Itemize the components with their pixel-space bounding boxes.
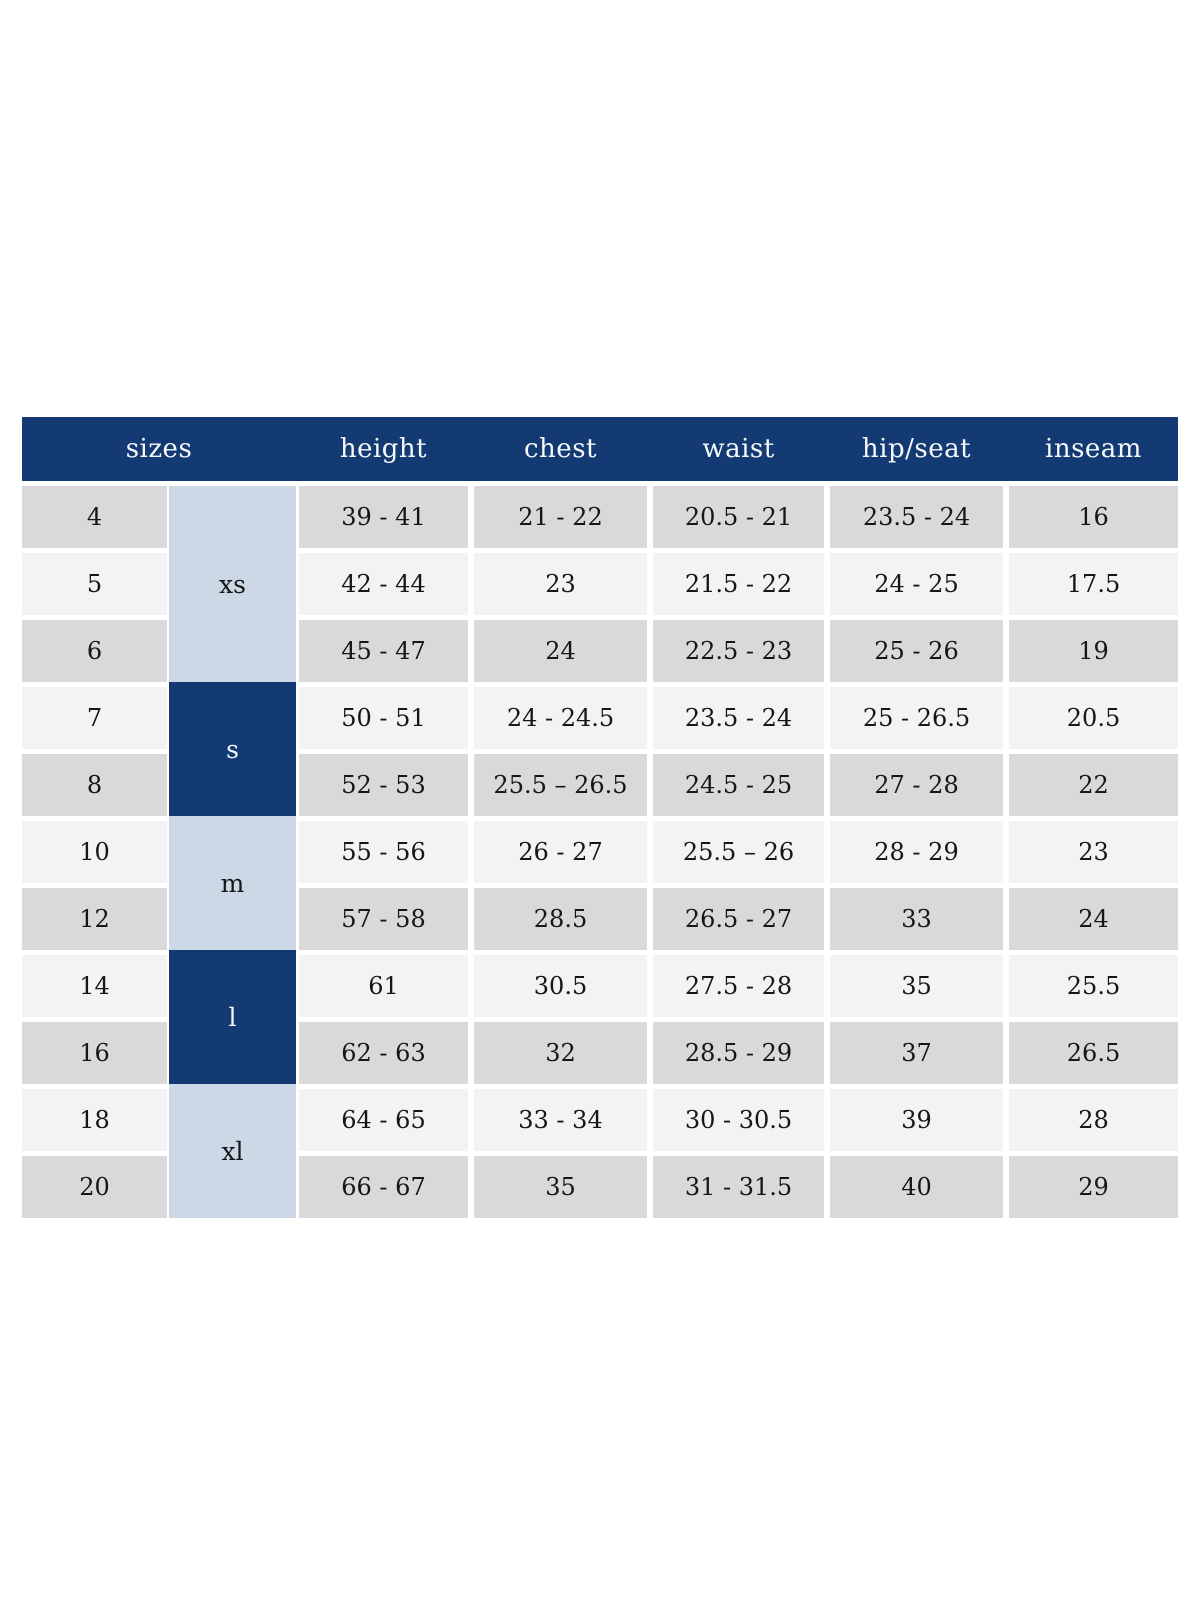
cell-hip-seat: 28 - 29: [830, 821, 1003, 883]
cell-waist: 26.5 - 27: [653, 888, 824, 950]
cell-chest: 35: [474, 1156, 647, 1218]
cell-waist: 23.5 - 24: [653, 687, 824, 749]
row-size-label: 20: [22, 1156, 167, 1218]
cell-hip-seat: 35: [830, 955, 1003, 1017]
row-size-label: 4: [22, 486, 167, 548]
cell-chest: 28.5: [474, 888, 647, 950]
cell-hip-seat: 25 - 26.5: [830, 687, 1003, 749]
cell-chest: 33 - 34: [474, 1089, 647, 1151]
column-header-hip-seat: hip/seat: [861, 434, 972, 464]
cell-waist: 27.5 - 28: [653, 955, 824, 1017]
cell-hip-seat: 23.5 - 24: [830, 486, 1003, 548]
column-header-height: height: [339, 434, 428, 464]
size-group-cell-xs: xs: [169, 486, 296, 682]
cell-hip-seat: 33: [830, 888, 1003, 950]
cell-chest: 25.5 – 26.5: [474, 754, 647, 816]
row-size-label: 7: [22, 687, 167, 749]
cell-height: 62 - 63: [299, 1022, 468, 1084]
cell-inseam: 24: [1009, 888, 1178, 950]
row-size-label: 16: [22, 1022, 167, 1084]
cell-waist: 24.5 - 25: [653, 754, 824, 816]
cell-waist: 22.5 - 23: [653, 620, 824, 682]
cell-height: 61: [299, 955, 468, 1017]
cell-height: 52 - 53: [299, 754, 468, 816]
cell-inseam: 29: [1009, 1156, 1178, 1218]
table-header-band: [22, 417, 1178, 481]
cell-height: 57 - 58: [299, 888, 468, 950]
cell-waist: 21.5 - 22: [653, 553, 824, 615]
cell-chest: 30.5: [474, 955, 647, 1017]
column-header-sizes: sizes: [125, 434, 193, 464]
cell-waist: 25.5 – 26: [653, 821, 824, 883]
size-group-cell-xl: xl: [169, 1084, 296, 1218]
cell-inseam: 25.5: [1009, 955, 1178, 1017]
cell-waist: 20.5 - 21: [653, 486, 824, 548]
size-group-cell-m: m: [169, 816, 296, 950]
row-size-label: 10: [22, 821, 167, 883]
size-chart-table: sizes height chest waist hip/seat inseam…: [22, 417, 1178, 1218]
row-size-label: 18: [22, 1089, 167, 1151]
cell-inseam: 16: [1009, 486, 1178, 548]
cell-chest: 24: [474, 620, 647, 682]
row-size-label: 12: [22, 888, 167, 950]
cell-waist: 30 - 30.5: [653, 1089, 824, 1151]
cell-height: 66 - 67: [299, 1156, 468, 1218]
cell-hip-seat: 40: [830, 1156, 1003, 1218]
cell-hip-seat: 27 - 28: [830, 754, 1003, 816]
cell-height: 50 - 51: [299, 687, 468, 749]
cell-inseam: 26.5: [1009, 1022, 1178, 1084]
cell-chest: 21 - 22: [474, 486, 647, 548]
cell-hip-seat: 37: [830, 1022, 1003, 1084]
size-group-cell-s: s: [169, 682, 296, 816]
cell-inseam: 19: [1009, 620, 1178, 682]
row-size-label: 8: [22, 754, 167, 816]
cell-hip-seat: 39: [830, 1089, 1003, 1151]
column-header-inseam: inseam: [1045, 434, 1142, 464]
cell-height: 42 - 44: [299, 553, 468, 615]
cell-hip-seat: 24 - 25: [830, 553, 1003, 615]
cell-inseam: 17.5: [1009, 553, 1178, 615]
cell-height: 64 - 65: [299, 1089, 468, 1151]
cell-waist: 28.5 - 29: [653, 1022, 824, 1084]
cell-chest: 26 - 27: [474, 821, 647, 883]
cell-height: 45 - 47: [299, 620, 468, 682]
cell-inseam: 23: [1009, 821, 1178, 883]
row-size-label: 6: [22, 620, 167, 682]
cell-chest: 24 - 24.5: [474, 687, 647, 749]
column-header-waist: waist: [702, 434, 775, 464]
cell-inseam: 20.5: [1009, 687, 1178, 749]
cell-waist: 31 - 31.5: [653, 1156, 824, 1218]
row-size-label: 5: [22, 553, 167, 615]
cell-height: 39 - 41: [299, 486, 468, 548]
cell-hip-seat: 25 - 26: [830, 620, 1003, 682]
row-size-label: 14: [22, 955, 167, 1017]
size-group-cell-l: l: [169, 950, 296, 1084]
cell-chest: 32: [474, 1022, 647, 1084]
cell-inseam: 22: [1009, 754, 1178, 816]
cell-chest: 23: [474, 553, 647, 615]
column-header-chest: chest: [524, 434, 597, 464]
cell-inseam: 28: [1009, 1089, 1178, 1151]
cell-height: 55 - 56: [299, 821, 468, 883]
